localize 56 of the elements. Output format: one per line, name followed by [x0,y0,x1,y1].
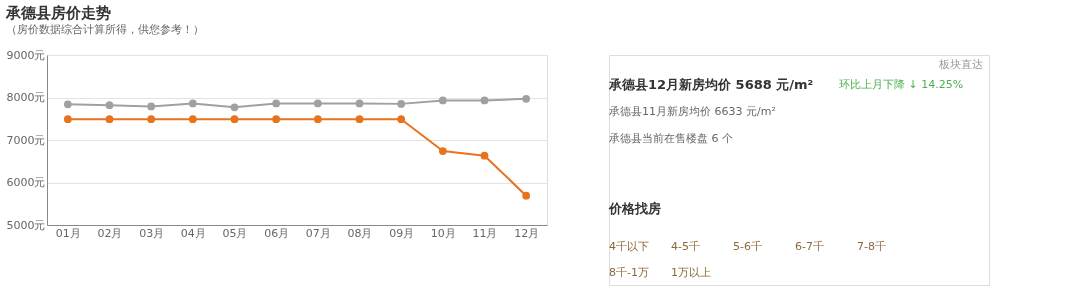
point [272,115,281,124]
point [522,191,531,200]
point [438,96,447,105]
point [438,147,447,155]
text: 8千-1万 [609,266,649,279]
x-tick-label: 05月 [222,226,248,240]
chart-title: 承德县房价走势 [5,4,112,22]
x-tick-label: 11月 [472,226,498,240]
x-tick-label: 04月 [180,226,206,240]
text: 1万以上 [671,266,711,279]
x-tick-label: 03月 [139,226,165,240]
text: 7-8千 [857,240,886,253]
x-tick-label: 12月 [514,226,540,240]
y-tick-label: 9000元 [6,48,46,62]
text: 价格找房 [608,201,661,216]
point [313,99,322,108]
point [355,115,364,124]
x-tick-label: 07月 [305,226,331,240]
text: 承德县12月新房均价 5688 元/m² [608,77,814,92]
point [272,99,281,108]
y-tick-label: 5000元 [6,218,46,232]
point [397,100,406,108]
point [480,151,489,160]
point [230,103,239,112]
chart-subtitle: （房价数据综合计算所得，供您参考！） [6,23,205,36]
x-tick-label: 06月 [264,226,290,240]
point [355,99,364,108]
text: 板块直达 [938,58,983,71]
y-tick-label: 8000元 [6,91,46,104]
point [63,115,72,124]
x-tick-label: 08月 [347,226,373,240]
x-tick-label: 10月 [430,226,456,240]
point [188,99,197,108]
text: 环比上月下降 ↓ 14.25% [839,78,964,91]
point [188,115,197,124]
point [105,101,114,110]
point [397,115,406,124]
text: 4千以下 [609,240,649,253]
x-tick-label: 02月 [97,226,123,240]
text: 6-7千 [795,240,824,253]
point [522,94,531,103]
point [147,102,156,111]
point [105,115,114,124]
x-tick-label: 01月 [55,226,81,240]
point [480,96,489,105]
point [147,115,156,124]
x-tick-label: 09月 [389,226,415,240]
text: 承德县当前在售楼盘 6 个 [609,132,733,145]
text: 5-6千 [733,240,762,253]
point [313,115,322,124]
text: 4-5千 [671,240,700,253]
y-tick-label: 6000元 [6,176,46,189]
y-tick-label: 7000元 [6,133,46,147]
text: 承德县11月新房均价 6633 元/m² [609,105,776,118]
point [63,100,72,109]
point [230,115,239,124]
